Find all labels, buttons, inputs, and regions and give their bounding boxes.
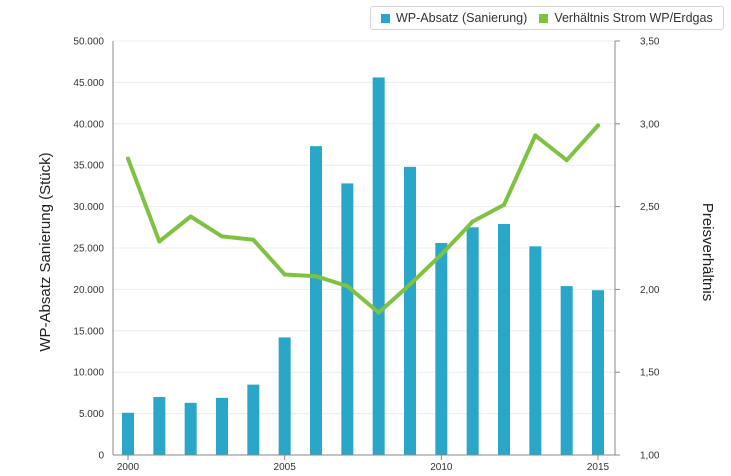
line-point[interactable]: [126, 156, 130, 161]
bar[interactable]: [153, 397, 166, 455]
y-left-tick-label: 30.000: [73, 202, 104, 213]
line-point[interactable]: [220, 234, 224, 239]
legend-item-bars[interactable]: WP-Absatz (Sanierung): [381, 11, 527, 25]
x-tick-label: 2000: [117, 462, 140, 473]
price-ratio-line[interactable]: [126, 123, 600, 315]
line-point[interactable]: [282, 272, 287, 277]
bar[interactable]: [184, 402, 197, 455]
x-tick-label: 2010: [430, 462, 453, 473]
y-axis-left-title: WP-Absatz Sanierung (Stück): [37, 152, 54, 351]
bar[interactable]: [404, 166, 416, 455]
y-right-tick-label: 2,50: [640, 202, 660, 213]
y-left-tick-label: 5.000: [79, 409, 104, 420]
bar[interactable]: [278, 337, 291, 455]
line-point[interactable]: [376, 310, 381, 315]
y-left-tick-label: 10.000: [73, 368, 104, 379]
legend-swatch-line: [539, 13, 549, 23]
legend-item-line[interactable]: Verhältnis Strom WP/Erdgas: [539, 11, 713, 25]
bar-series: [122, 77, 604, 455]
line-series: [126, 123, 600, 315]
bar[interactable]: [498, 223, 510, 455]
bar[interactable]: [560, 286, 573, 455]
bar[interactable]: [122, 412, 134, 455]
y-left-tick-label: 20.000: [73, 285, 104, 296]
y-left-tick-label: 40.000: [73, 119, 104, 130]
line-point[interactable]: [502, 202, 506, 207]
line-point[interactable]: [314, 274, 318, 279]
chart-legend: WP-Absatz (Sanierung) Verhältnis Strom W…: [370, 6, 724, 30]
y-left-tick-label: 15.000: [73, 326, 104, 337]
x-tick-label: 2015: [587, 462, 610, 473]
y-left-tick-label: 50.000: [73, 37, 104, 48]
y-axis-right-title: Preisverhältnis: [699, 203, 716, 301]
line-point[interactable]: [345, 284, 350, 289]
bar[interactable]: [372, 77, 385, 455]
line-point[interactable]: [408, 282, 412, 287]
bar[interactable]: [529, 246, 542, 455]
legend-swatch-bars: [381, 13, 390, 23]
y-left-tick-label: 35.000: [73, 161, 104, 172]
bar[interactable]: [216, 397, 228, 455]
line-point[interactable]: [533, 133, 538, 138]
bar[interactable]: [341, 183, 354, 455]
legend-label-bars: WP-Absatz (Sanierung): [396, 11, 528, 25]
y-right-tick-label: 1,00: [640, 451, 660, 462]
axes: 0 5.000 10.000 15.000 20.000 25.000 30.000 35.0…: [73, 37, 659, 474]
y-right-tick-label: 3,50: [640, 37, 660, 48]
line-point[interactable]: [251, 237, 256, 242]
line-point[interactable]: [188, 214, 193, 219]
line-point[interactable]: [596, 123, 600, 128]
line-point[interactable]: [564, 158, 569, 163]
line-point[interactable]: [470, 219, 475, 224]
bar[interactable]: [435, 243, 448, 455]
line-point[interactable]: [439, 252, 444, 257]
bar[interactable]: [466, 227, 479, 455]
line-point[interactable]: [157, 239, 162, 244]
y-right-tick-label: 3,00: [640, 119, 660, 130]
legend-label-line: Verhältnis Strom WP/Erdgas: [554, 11, 713, 25]
y-right-tick-label: 1,50: [640, 368, 660, 379]
y-left-tick-label: 45.000: [73, 78, 104, 89]
x-tick-label: 2005: [274, 462, 297, 473]
bar[interactable]: [247, 384, 260, 455]
bar[interactable]: [592, 290, 604, 455]
bar[interactable]: [310, 146, 322, 455]
y-right-tick-label: 2,00: [640, 285, 660, 296]
y-left-tick-label: 25.000: [73, 244, 104, 255]
y-left-tick-label: 0: [98, 451, 104, 462]
